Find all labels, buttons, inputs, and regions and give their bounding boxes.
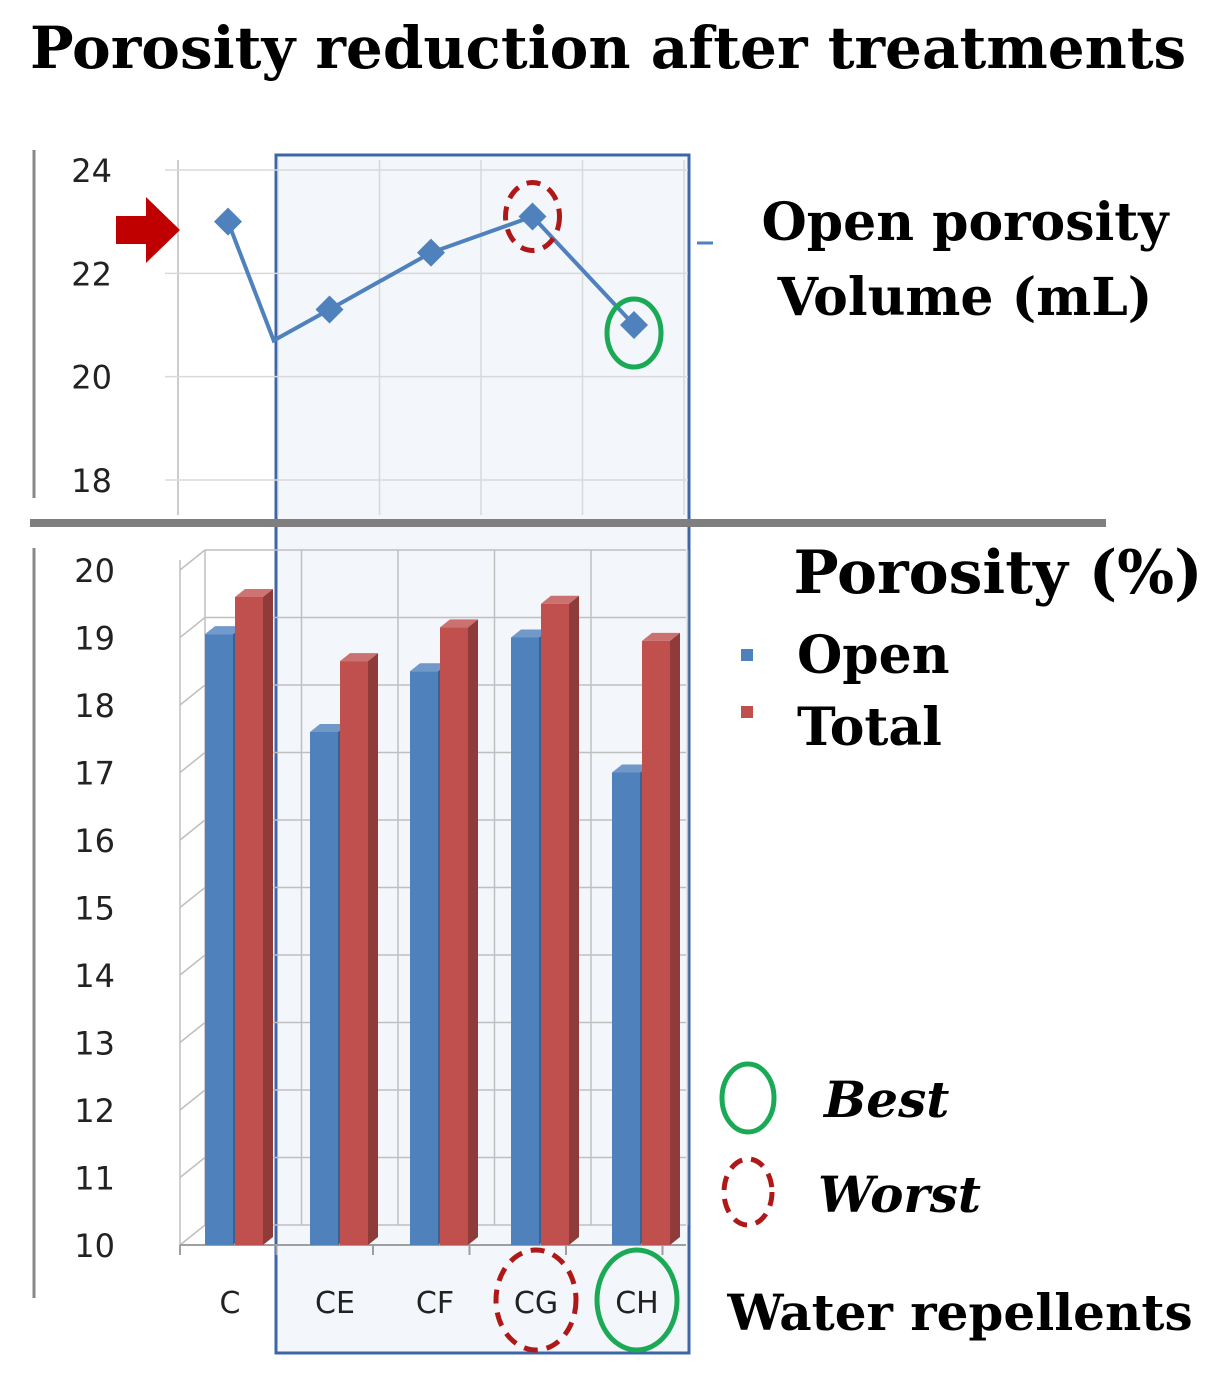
bar-top-face — [440, 619, 478, 628]
legend-open-swatch — [741, 649, 753, 661]
x-tick-label: C — [220, 1286, 241, 1321]
top-line-chart: 24 22 20 18 Open porosity Volume (mL) — [32, 150, 1170, 515]
open-porosity-line — [226, 214, 636, 344]
open-porosity-bar-cf — [410, 671, 438, 1245]
top-y-tick-label: 18 — [71, 462, 112, 500]
bar-top-face — [235, 589, 273, 597]
bar-y-tick-label: 10 — [74, 1227, 115, 1265]
bar-top-face — [642, 632, 680, 641]
bar-gridline-depth — [179, 819, 206, 841]
bar-gridline-depth — [179, 886, 206, 909]
legend-total-swatch — [741, 706, 753, 718]
bar-top-face — [410, 663, 448, 672]
worst-key-label: Worst — [818, 1165, 981, 1224]
bar-top-face — [205, 626, 243, 635]
best-key-label: Best — [822, 1070, 949, 1129]
bar-gridline-depth — [179, 616, 206, 639]
line-point-marker — [518, 202, 547, 231]
line-point-marker — [214, 207, 242, 236]
open-porosity-bar-ch — [612, 772, 640, 1245]
worst-key-icon — [721, 1156, 775, 1228]
bar-gridline-depth — [179, 1156, 206, 1179]
bar-y-tick-label: 13 — [74, 1025, 115, 1063]
reference-arrow-icon — [116, 197, 180, 263]
bar-top-face — [541, 595, 579, 604]
bar-side-face — [569, 595, 579, 1245]
top-y-tick-label: 24 — [71, 152, 112, 190]
open-porosity-bar-ce — [310, 732, 338, 1245]
bar-side-face — [468, 619, 478, 1245]
bar-gridline-depth — [179, 549, 206, 571]
total-porosity-bar-cf — [440, 627, 468, 1245]
bar-top-face — [612, 764, 650, 773]
total-porosity-bar-ce — [340, 661, 368, 1245]
top-series-label-line1: Open porosity — [761, 192, 1170, 253]
bar-gridline-depth — [179, 954, 206, 976]
bottom-bar-chart: 20 19 18 17 16 15 14 13 12 11 10 C CE CF CG CH Porosit… — [32, 538, 1203, 1342]
total-porosity-bar-c — [235, 597, 263, 1245]
bar-y-tick-label: 14 — [74, 957, 115, 995]
x-tick-label: CG — [514, 1286, 558, 1321]
bar-gridline-depth — [179, 751, 206, 774]
top-y-tick-label: 22 — [71, 255, 112, 293]
best-key-icon — [719, 1061, 777, 1135]
bar-y-tick-label: 12 — [74, 1092, 115, 1130]
bar-side-face — [263, 589, 273, 1245]
bar-side-face — [670, 632, 680, 1245]
legend-open-label: Open — [797, 625, 950, 686]
line-point-marker — [417, 238, 445, 267]
bar-top-face — [310, 724, 348, 732]
bar-y-tick-label: 16 — [74, 822, 115, 860]
line-point-marker — [315, 295, 344, 324]
bar-gridline-depth — [179, 684, 206, 706]
x-tick-label: CF — [416, 1286, 454, 1321]
bar-gridline-depth — [179, 1224, 206, 1246]
bar-gridline-depth — [179, 1021, 206, 1044]
open-porosity-bar-c — [205, 634, 233, 1245]
bar-y-tick-label: 15 — [74, 890, 115, 928]
bar-y-tick-label: 19 — [74, 620, 115, 658]
top-series-label-line2: Volume (mL) — [777, 267, 1153, 328]
bar-top-face — [340, 653, 378, 662]
bar-y-tick-label: 18 — [74, 687, 115, 725]
total-porosity-bar-cg — [541, 603, 569, 1245]
bar-top-face — [511, 629, 549, 638]
line-point-marker — [620, 311, 648, 339]
worst-category-circle — [493, 1247, 579, 1353]
chart-title: Porosity reduction after treatments — [30, 14, 1186, 82]
x-tick-label: CE — [315, 1286, 355, 1321]
bar-y-tick-label: 20 — [74, 552, 115, 590]
bottom-y-label: Porosity (%) — [794, 538, 1203, 608]
bar-y-tick-label: 17 — [74, 755, 115, 793]
bar-side-face — [368, 653, 378, 1245]
worst-point-circle — [503, 180, 562, 253]
best-point-circle — [604, 296, 664, 370]
bar-y-tick-label: 11 — [74, 1160, 115, 1198]
total-porosity-bar-ch — [642, 640, 670, 1245]
legend-total-label: Total — [797, 697, 942, 758]
top-y-tick-label: 20 — [71, 359, 112, 397]
x-axis-label: Water repellents — [726, 1283, 1192, 1342]
open-porosity-bar-cg — [511, 637, 539, 1245]
bar-gridline-depth — [179, 1089, 206, 1111]
x-tick-label: CH — [615, 1286, 659, 1321]
best-category-circle — [594, 1247, 680, 1353]
